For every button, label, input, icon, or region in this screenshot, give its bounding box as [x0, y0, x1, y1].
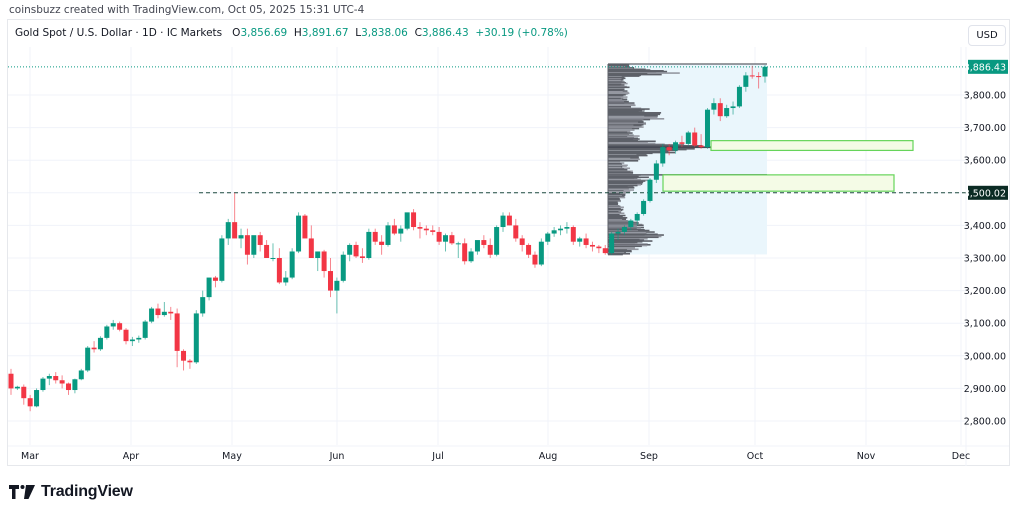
price-tick: 3,800.00 [964, 91, 1006, 102]
high-label: H [293, 27, 302, 39]
last-price-label: 3,886.43 [964, 62, 1006, 73]
open-label: O [232, 27, 241, 39]
time-tick: Jun [329, 451, 345, 462]
ohlc-legend: Gold Spot / U.S. Dollar · 1D · IC Market… [15, 27, 568, 39]
change-value: +30.19 (+0.78%) [475, 27, 568, 39]
price-tick: 3,600.00 [964, 156, 1006, 167]
hline-price-label: 3,500.02 [964, 188, 1006, 199]
tradingview-logo-icon [9, 485, 35, 499]
price-tick: 3,200.00 [964, 286, 1006, 297]
price-tick: 3,300.00 [964, 254, 1006, 265]
open-value: 3,856.69 [240, 27, 288, 39]
time-tick: Dec [952, 451, 970, 462]
chart-credit: coinsbuzz created with TradingView.com, … [9, 4, 365, 16]
price-tick: 3,400.00 [964, 221, 1006, 232]
time-tick: Apr [123, 451, 140, 462]
low-label: L [355, 27, 362, 39]
time-tick: Oct [747, 451, 764, 462]
tradingview-logo[interactable]: TradingView [9, 483, 133, 501]
upper-demand-zone[interactable] [710, 140, 914, 152]
brand-name: TradingView [41, 483, 133, 500]
lower-demand-zone[interactable] [662, 174, 895, 192]
symbol-title[interactable]: Gold Spot / U.S. Dollar · 1D · IC Market… [15, 27, 223, 39]
time-tick: Aug [539, 451, 558, 462]
close-label: C [414, 27, 422, 39]
time-axis[interactable]: Mar Apr May Jun Jul Aug Sep Oct Nov Dec [21, 451, 970, 462]
price-tick: 3,100.00 [964, 319, 1006, 330]
price-tick: 2,800.00 [964, 417, 1006, 428]
price-axis[interactable]: 3,800.00 3,700.00 3,600.00 3,400.00 3,300.00… [964, 59, 1008, 428]
price-tick: 3,000.00 [964, 351, 1006, 362]
time-tick: Nov [857, 451, 876, 462]
chart-frame [7, 19, 1010, 466]
price-tick: 2,900.00 [964, 384, 1006, 395]
high-value: 3,891.67 [301, 27, 349, 39]
low-value: 3,838.06 [361, 27, 408, 39]
gridlines [8, 47, 965, 445]
close-value: 3,886.43 [421, 27, 469, 39]
last-price-badge [968, 59, 1008, 74]
time-tick: May [222, 451, 242, 462]
time-tick: Jul [431, 451, 443, 462]
currency-button[interactable]: USD [968, 25, 1006, 46]
time-tick: Mar [21, 451, 39, 462]
candlesticks[interactable] [8, 65, 768, 412]
hline-price-badge [968, 185, 1008, 200]
time-tick: Sep [640, 451, 658, 462]
price-tick: 3,700.00 [964, 123, 1006, 134]
